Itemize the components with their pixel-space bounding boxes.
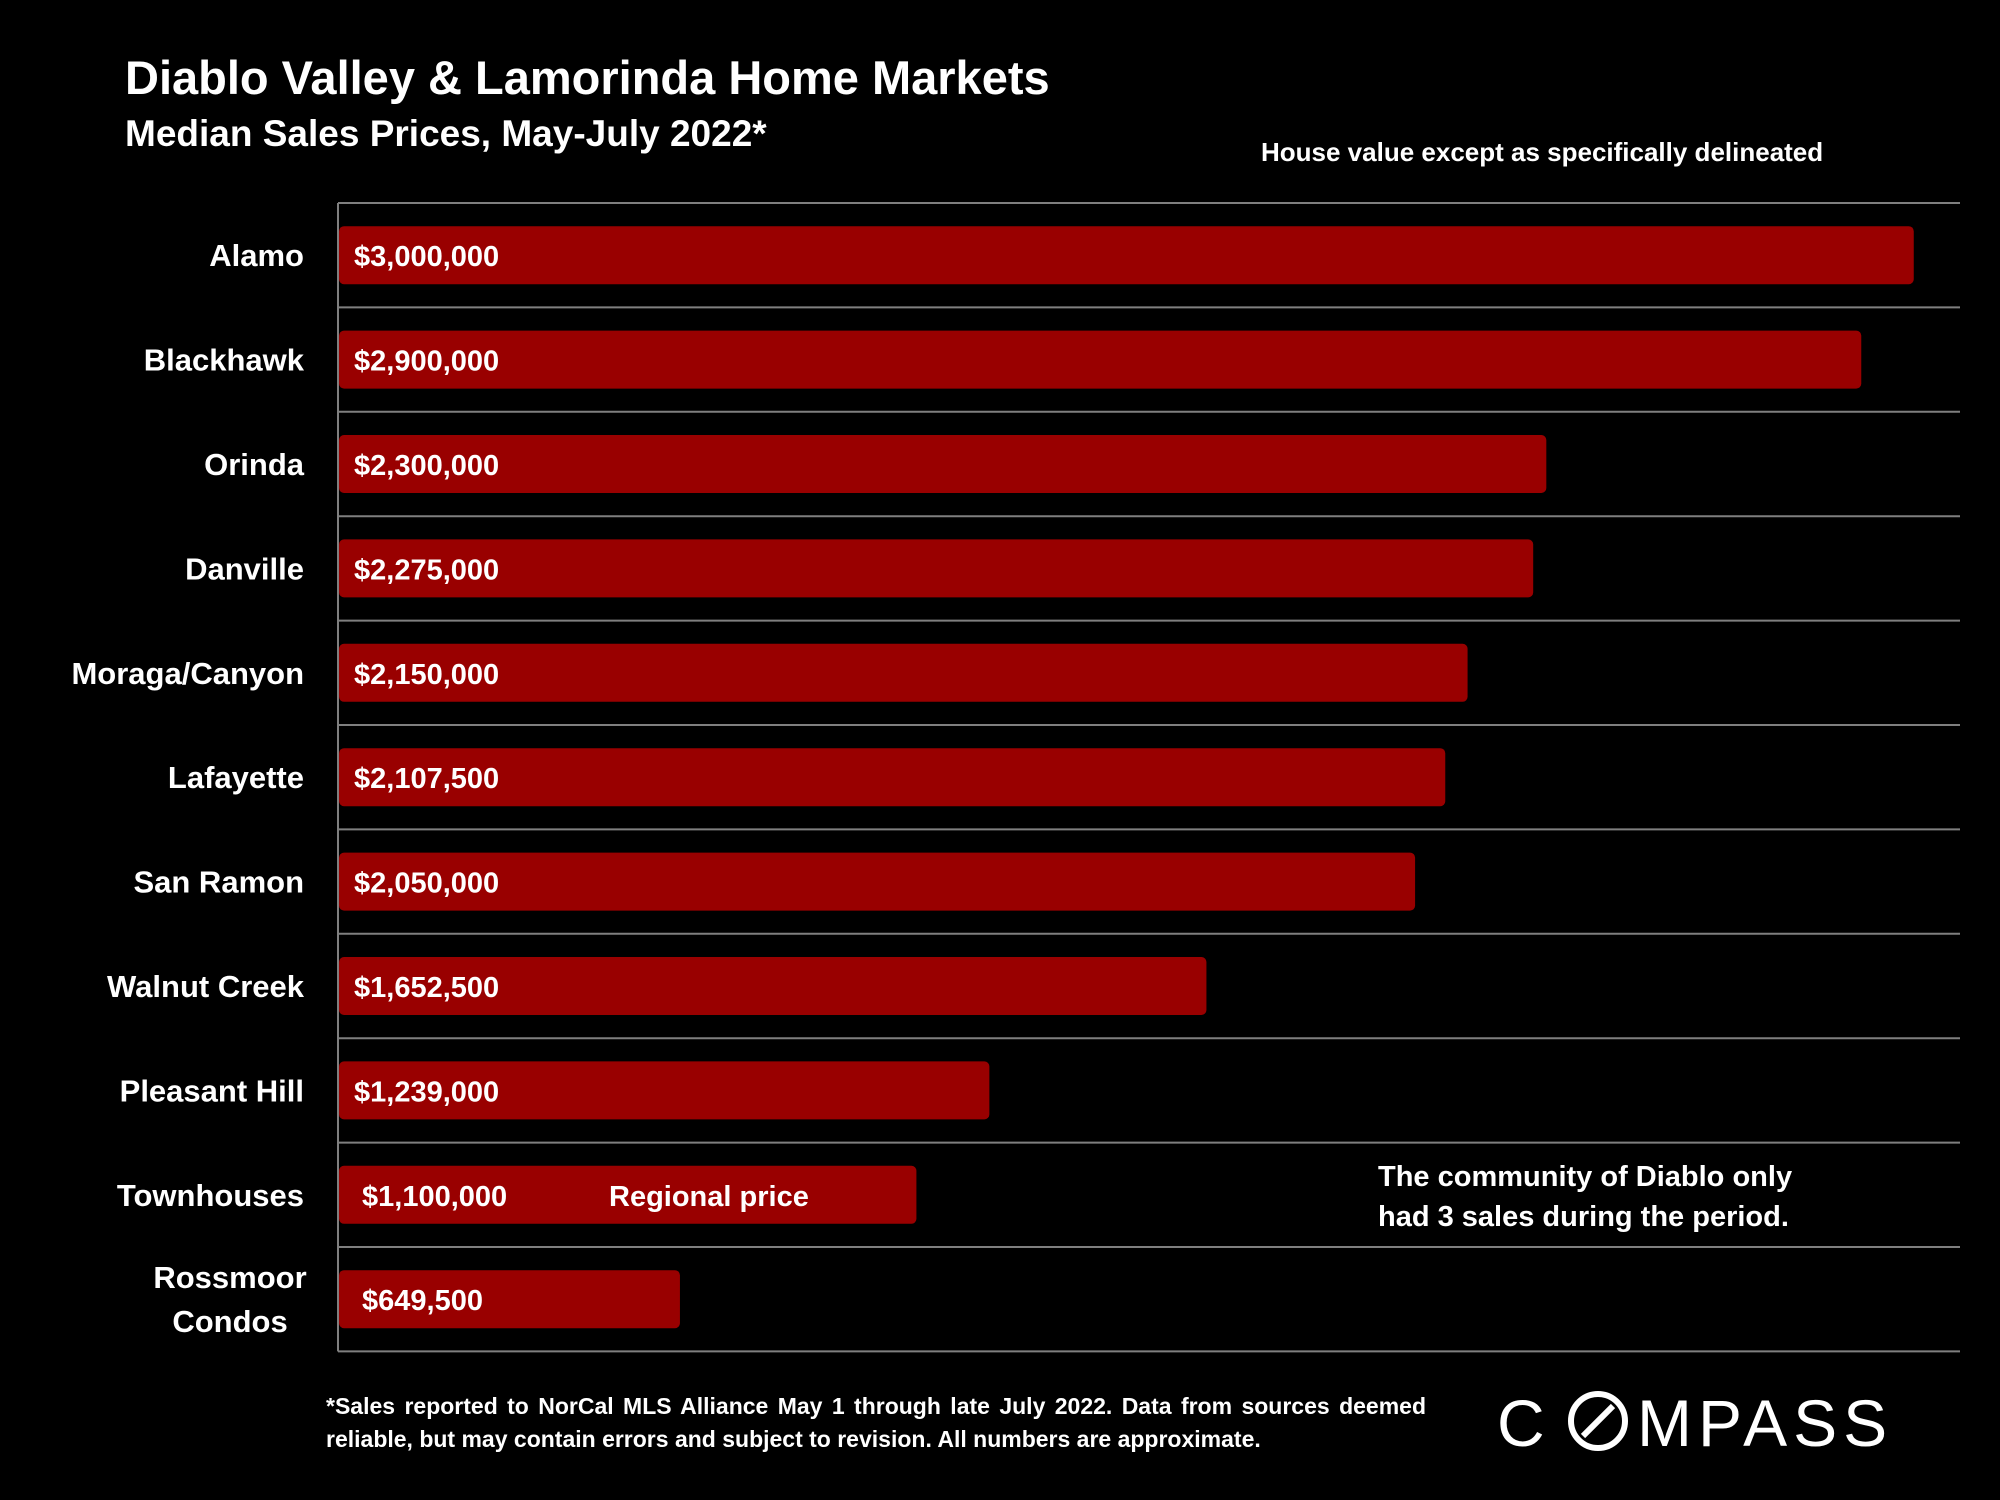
bar: [339, 1165, 917, 1224]
bar-value-label: $1,100,000: [362, 1181, 507, 1213]
bar-value-label: $2,300,000: [354, 450, 499, 482]
bar: [339, 1061, 990, 1120]
category-label: Walnut Creek: [107, 969, 305, 1004]
compass-logo: C MPASS: [1497, 1386, 1893, 1454]
category-label: Townhouses: [117, 1178, 304, 1213]
bar: [339, 852, 1416, 911]
category-label: Moraga/Canyon: [71, 656, 304, 691]
category-label: Lafayette: [168, 760, 304, 795]
category-label: Alamo: [209, 238, 304, 273]
diablo-annotation: The community of Diablo only had 3 sales…: [1378, 1157, 1792, 1237]
svg-text:MPASS: MPASS: [1637, 1386, 1893, 1454]
compass-logo-text: C: [1497, 1386, 1551, 1454]
bar-value-label: $649,500: [362, 1285, 483, 1317]
category-label: Danville: [185, 551, 304, 586]
category-labels: Alamo Blackhawk Orinda Danville Moraga/Canyo…: [71, 238, 306, 1339]
bar: [339, 1270, 680, 1329]
bar: [339, 748, 1446, 807]
bar-annotation: Regional price: [609, 1181, 809, 1213]
category-label: Blackhawk: [144, 343, 305, 378]
bar: [339, 330, 1862, 389]
category-label: San Ramon: [133, 865, 304, 900]
bar-value-label: $2,275,000: [354, 554, 499, 586]
category-label: Pleasant Hill: [120, 1073, 304, 1108]
bar: [339, 226, 1914, 285]
bar-value-label: $2,150,000: [354, 659, 499, 691]
bar: [339, 643, 1468, 702]
bar-value-label: $3,000,000: [354, 241, 499, 273]
bar-value-label: $2,050,000: [354, 868, 499, 900]
bars: $3,000,000 $2,900,000 $2,300,000 $2,275,000…: [339, 226, 1914, 1329]
annotation-line-1: The community of Diablo only: [1378, 1161, 1793, 1193]
bar-value-label: $1,652,500: [354, 972, 499, 1004]
compass-o-icon: [1568, 1391, 1628, 1451]
bar-value-label: $1,239,000: [354, 1076, 499, 1108]
chart-subtitle: Median Sales Prices, May-July 2022*: [125, 113, 767, 154]
footnote: *Sales reported to NorCal MLS Alliance M…: [326, 1393, 1426, 1452]
bar-value-label: $2,107,500: [354, 763, 499, 795]
category-label: Rossmoor Condos: [153, 1260, 306, 1339]
annotation-line-2: had 3 sales during the period.: [1378, 1201, 1789, 1233]
gridlines: [338, 202, 1960, 1353]
chart-title: Diablo Valley & Lamorinda Home Markets: [125, 51, 1050, 104]
bar: [339, 539, 1534, 598]
bar: [339, 435, 1547, 493]
value-note: House value except as specifically delin…: [1261, 137, 1824, 167]
bar-value-label: $2,900,000: [354, 346, 499, 378]
category-label: Orinda: [204, 447, 305, 482]
bar: [339, 957, 1207, 1015]
